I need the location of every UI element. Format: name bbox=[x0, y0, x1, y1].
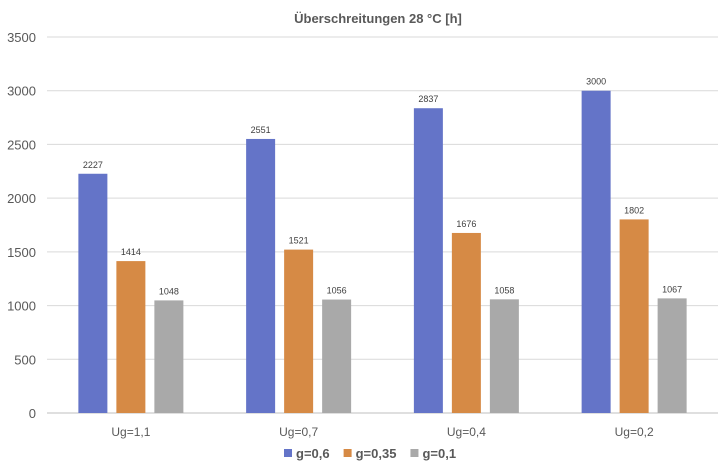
y-tick-label: 3000 bbox=[7, 84, 36, 99]
bar bbox=[154, 300, 184, 413]
bar bbox=[451, 232, 481, 413]
data-label: 1802 bbox=[624, 205, 644, 215]
legend-label: g=0,1 bbox=[422, 446, 456, 461]
bar bbox=[413, 108, 443, 413]
bar bbox=[284, 249, 314, 413]
y-tick-label: 0 bbox=[29, 406, 36, 421]
y-tick-label: 2500 bbox=[7, 137, 36, 152]
y-tick-label: 1000 bbox=[7, 299, 36, 314]
y-tick-label: 3500 bbox=[7, 30, 36, 45]
data-label: 1048 bbox=[159, 286, 179, 296]
x-tick-label: Ug=0,7 bbox=[279, 425, 318, 439]
bar bbox=[489, 299, 519, 413]
bar bbox=[619, 219, 649, 413]
legend-swatch bbox=[410, 449, 419, 457]
data-label: 1676 bbox=[456, 219, 476, 229]
legend-label: g=0,6 bbox=[296, 446, 330, 461]
bar bbox=[581, 90, 611, 413]
data-label: 2227 bbox=[83, 160, 103, 170]
data-label: 2837 bbox=[418, 94, 438, 104]
bar bbox=[322, 299, 352, 413]
data-label: 1067 bbox=[662, 284, 682, 294]
data-label: 1056 bbox=[327, 286, 347, 296]
bar bbox=[116, 261, 146, 413]
bar bbox=[657, 298, 687, 413]
x-tick-label: Ug=1,1 bbox=[111, 425, 150, 439]
chart-title: Überschreitungen 28 °C [h] bbox=[294, 11, 462, 26]
data-label: 3000 bbox=[586, 77, 606, 87]
bar bbox=[78, 173, 108, 413]
legend-swatch bbox=[343, 449, 352, 457]
legend-label: g=0,35 bbox=[356, 446, 397, 461]
y-tick-label: 2000 bbox=[7, 191, 36, 206]
data-label: 1414 bbox=[121, 247, 141, 257]
y-tick-label: 1500 bbox=[7, 245, 36, 260]
bar bbox=[246, 138, 276, 413]
data-label: 1058 bbox=[494, 285, 514, 295]
x-tick-label: Ug=0,4 bbox=[447, 425, 486, 439]
legend-swatch bbox=[284, 449, 292, 457]
data-label: 1521 bbox=[289, 236, 309, 246]
y-tick-label: 500 bbox=[14, 352, 36, 367]
x-tick-label: Ug=0,2 bbox=[615, 425, 654, 439]
data-label: 2551 bbox=[251, 125, 271, 135]
